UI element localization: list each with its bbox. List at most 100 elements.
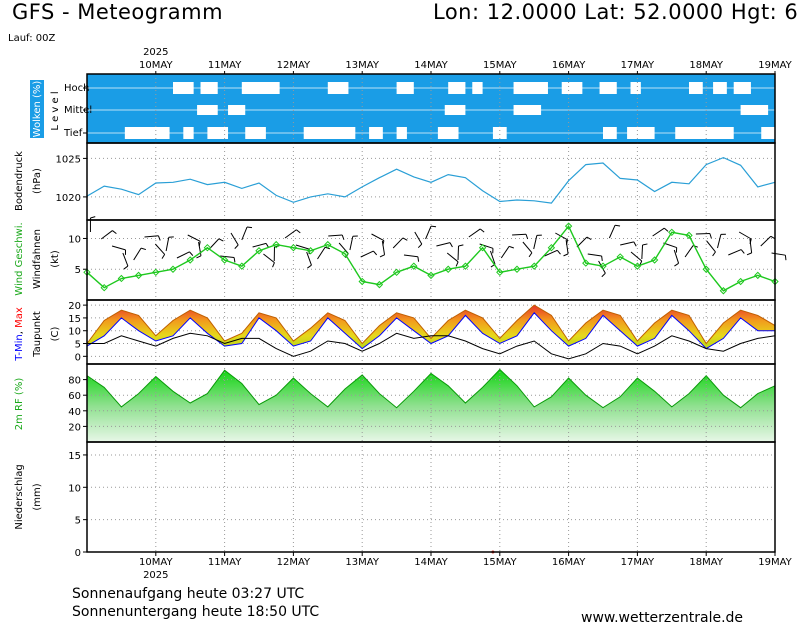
wind-barb <box>608 225 616 239</box>
pressure-ylabel: Bodendruck <box>14 151 25 211</box>
wind-point <box>444 265 452 273</box>
wind-point <box>633 262 642 270</box>
temp-ytick-label: 0 <box>75 352 81 363</box>
top-date-label: 17MAY <box>621 60 655 71</box>
wind-barb-flag <box>712 251 716 257</box>
bottom-date-label: 12MAY <box>277 557 311 568</box>
precip-ylabel-part: Niederschlag <box>14 464 25 529</box>
sunrise-text: Sonnenaufgang heute 03:27 UTC <box>72 586 305 602</box>
temp-range-fill <box>87 305 775 349</box>
wind-unit: (kt) <box>50 250 61 268</box>
wind-barb <box>555 232 568 241</box>
humidity-line <box>86 368 776 409</box>
cloud-ylabel-part: Wolken (%) <box>32 81 43 138</box>
wind-barb-flag <box>525 234 529 240</box>
wind-point <box>272 240 280 249</box>
wind-barb-flag <box>234 244 239 249</box>
wind-point <box>650 256 659 264</box>
wind-barb <box>533 235 538 250</box>
wind-barb-flag <box>296 229 301 234</box>
wind-barb <box>425 225 432 240</box>
wind-point <box>410 262 418 270</box>
humidity-ytick-label: 20 <box>68 422 81 433</box>
location-info: Lon: 12.0000 Lat: 52.0000 Hgt: 6 <box>433 0 799 24</box>
wind-barb <box>252 242 267 248</box>
wind-barb-flag <box>601 272 606 278</box>
wind-barb <box>295 244 310 250</box>
wind-point <box>152 268 160 277</box>
wind-barb <box>100 230 113 240</box>
wind-barb-flag <box>563 253 569 257</box>
wind-barb-flag <box>272 262 275 268</box>
wind-barb <box>349 236 354 251</box>
wind-barb <box>544 249 558 257</box>
wind-barb <box>381 240 386 255</box>
top-date-label: 14MAY <box>414 60 448 71</box>
wind-point <box>736 277 745 286</box>
wind-barb <box>630 251 643 262</box>
wind-barb <box>263 253 275 264</box>
wind-barb <box>663 242 677 249</box>
wind-barb-flag <box>417 243 423 249</box>
wind-barb <box>241 226 248 241</box>
wind-point <box>203 243 212 252</box>
cloud-ylabel: Wolken (%) <box>32 81 43 138</box>
wind-barb <box>587 253 602 257</box>
precip-ytick-label: 0 <box>75 548 81 559</box>
pressure-ytick-label: 1025 <box>56 154 81 165</box>
wind-point <box>547 243 556 252</box>
top-date-label: 12MAY <box>277 60 311 71</box>
pressure-unit-part: (hPa) <box>32 168 43 194</box>
wind-point <box>117 274 126 283</box>
wind-barb-flag <box>458 244 464 247</box>
wind-ylabel2: Windfahnen <box>32 229 43 289</box>
wind-barb-flag <box>449 242 453 248</box>
wind-point <box>564 222 573 230</box>
wind-barb <box>717 234 722 249</box>
cloud-legend-box <box>30 80 44 138</box>
wind-barb <box>598 260 606 274</box>
wind-barb <box>576 236 588 248</box>
wind-barb <box>187 234 201 242</box>
wind-barb <box>111 245 126 251</box>
wind-barb-flag <box>341 234 345 240</box>
wind-barb-flag <box>123 265 129 270</box>
wind-point <box>530 262 538 270</box>
temp-ylabel: T-Min, Max <box>14 307 25 362</box>
wind-barb <box>414 231 423 245</box>
wind-barb <box>641 244 644 260</box>
wind-barb <box>144 235 159 238</box>
wind-barb <box>198 241 202 256</box>
bottom-date-label: 13MAY <box>345 557 379 568</box>
wind-barb <box>489 250 496 265</box>
precip-ylabel: Niederschlag <box>14 464 25 529</box>
humidity-ytick-label: 60 <box>68 391 81 402</box>
wind-point <box>668 228 676 237</box>
wind-point <box>306 247 315 255</box>
wind-barb-flag <box>307 264 312 269</box>
wind-point <box>358 277 366 286</box>
wind-barb-flag <box>740 249 745 254</box>
temp-ylabel2: Taupunkt <box>32 311 43 358</box>
wind-point <box>100 283 108 292</box>
wind-point <box>375 280 384 289</box>
wind-barb <box>760 235 772 247</box>
precip-ytick-label: 5 <box>75 516 81 527</box>
temp-unit: (C) <box>50 327 61 342</box>
temp-min-line <box>86 312 775 350</box>
wind-barb-flag <box>402 237 408 241</box>
wind-barb <box>122 252 129 267</box>
wind-barb-flag <box>161 254 166 259</box>
wind-barb-flag <box>90 216 96 219</box>
temp-ytick-label: 20 <box>68 301 81 312</box>
wind-ytick-label: 5 <box>75 265 81 276</box>
bottom-date-label: 17MAY <box>621 557 655 568</box>
wind-barb <box>154 243 166 255</box>
wind-barb <box>446 252 459 263</box>
wind-barb <box>706 240 716 253</box>
temp-ylabel2-part: Taupunkt <box>32 311 43 358</box>
bottom-date-label: 11MAY <box>208 557 242 568</box>
precip-unit: (mm) <box>32 483 43 510</box>
